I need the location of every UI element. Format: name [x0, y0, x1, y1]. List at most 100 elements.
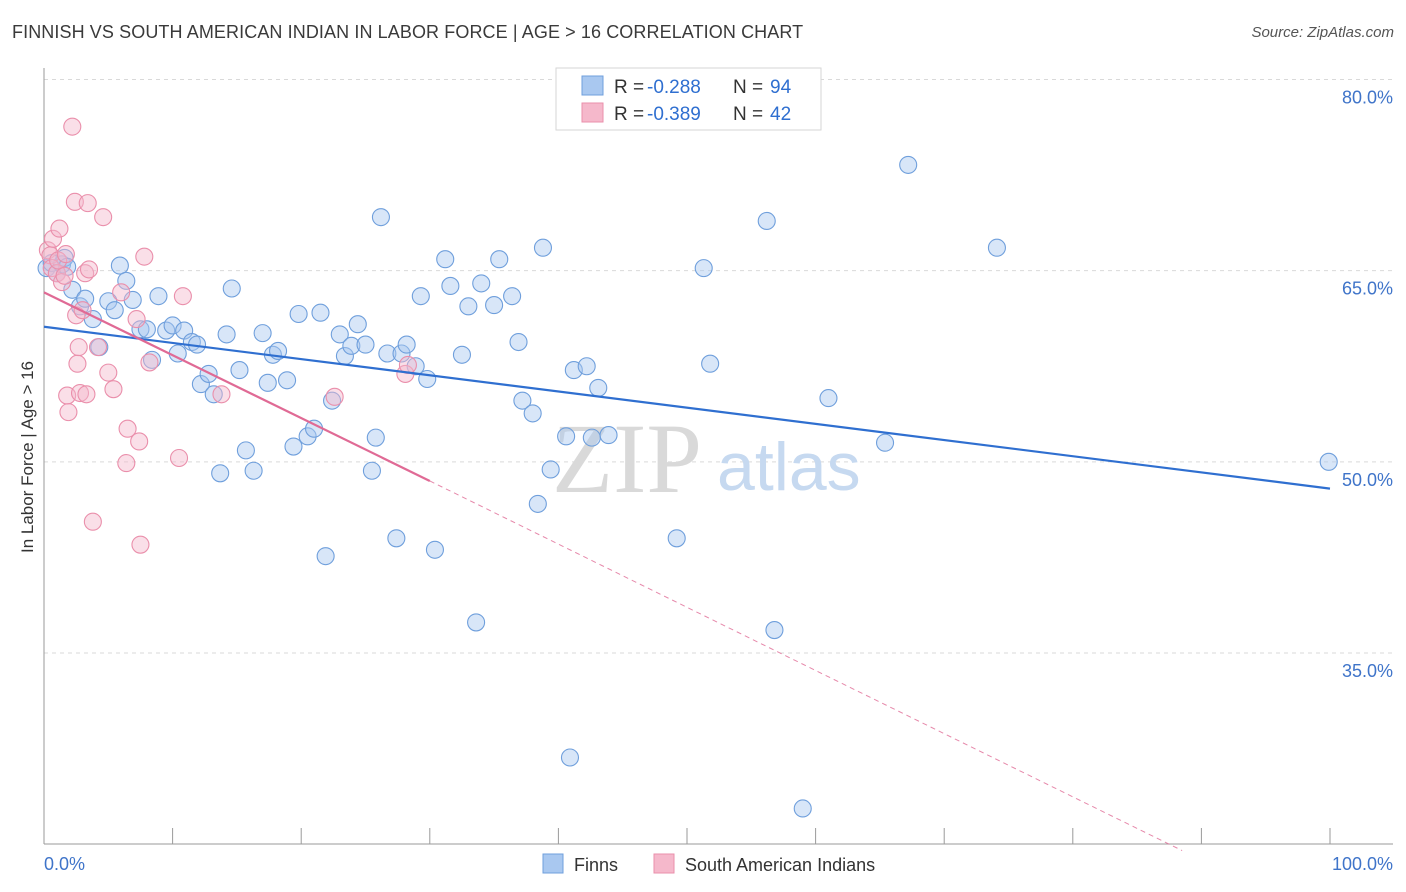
finns-point: [259, 374, 276, 391]
finns-point: [468, 614, 485, 631]
watermark: ZIP atlas: [552, 403, 861, 514]
finns-point: [150, 288, 167, 305]
finns-point: [372, 209, 389, 226]
finns-point: [486, 297, 503, 314]
sa-trendline-extension: [430, 481, 1182, 851]
legend-sa-r-label: R =: [614, 104, 644, 125]
bottom-legend-finns: Finns: [574, 855, 618, 875]
sa-point: [113, 284, 130, 301]
finns-point: [758, 212, 775, 229]
sa-point: [84, 513, 101, 530]
finns-point: [504, 288, 521, 305]
sa-point: [136, 248, 153, 265]
finns-point: [231, 362, 248, 379]
finns-point: [794, 800, 811, 817]
finns-point: [766, 622, 783, 639]
top-legend: R = -0.288 N = 94 R = -0.389 N = 42: [556, 68, 821, 130]
sa-point: [81, 261, 98, 278]
legend-swatch-sa: [582, 103, 603, 122]
finns-point: [542, 461, 559, 478]
finns-point: [1320, 453, 1337, 470]
legend-sa-n-value: 42: [770, 104, 791, 125]
finns-point: [524, 405, 541, 422]
bottom-legend-swatch-sa: [654, 854, 674, 873]
finns-point: [290, 305, 307, 322]
bottom-legend-sa: South American Indians: [685, 855, 875, 875]
legend-sa-n-label: N =: [733, 104, 763, 125]
y-tick-label: 80.0%: [1342, 88, 1393, 108]
sa-trendline: [44, 292, 430, 481]
sa-point: [95, 209, 112, 226]
sa-point: [132, 536, 149, 553]
finns-point: [558, 428, 575, 445]
bottom-legend-swatch-finns: [543, 854, 563, 873]
sa-point: [64, 118, 81, 135]
y-axis-title: In Labor Force | Age > 16: [18, 361, 37, 553]
finns-point: [285, 438, 302, 455]
x-tick-label-min: 0.0%: [44, 854, 85, 874]
finns-point: [306, 420, 323, 437]
scatter-chart: 35.0% 50.0% 65.0% 80.0% ZIP atlas 0.0% 100.0…: [0, 0, 1406, 892]
finns-point: [237, 442, 254, 459]
finns-point: [534, 239, 551, 256]
sa-point: [56, 267, 73, 284]
grid-layer: 35.0% 50.0% 65.0% 80.0%: [44, 80, 1393, 682]
finns-point: [900, 156, 917, 173]
finns-point: [218, 326, 235, 343]
finns-point: [491, 251, 508, 268]
finns-point: [590, 379, 607, 396]
sa-point: [100, 364, 117, 381]
sa-point: [131, 433, 148, 450]
finns-point: [460, 298, 477, 315]
sa-point: [78, 386, 95, 403]
finns-point: [223, 280, 240, 297]
finns-point: [367, 429, 384, 446]
sa-point: [69, 355, 86, 372]
legend-sa-r-value: -0.389: [647, 104, 701, 125]
bottom-legend: Finns South American Indians: [543, 854, 875, 875]
y-tick-label: 50.0%: [1342, 470, 1393, 490]
sa-point: [79, 195, 96, 212]
finns-point: [412, 288, 429, 305]
legend-finns-n-label: N =: [733, 77, 763, 98]
x-tick-label-max: 100.0%: [1332, 854, 1393, 874]
sa-point: [57, 246, 74, 263]
sa-point: [141, 354, 158, 371]
finns-point: [279, 372, 296, 389]
sa-point: [326, 388, 343, 405]
finns-point: [212, 465, 229, 482]
finns-point: [695, 260, 712, 277]
finns-point: [245, 462, 262, 479]
finns-point: [106, 302, 123, 319]
finns-point: [437, 251, 454, 268]
y-tick-label: 65.0%: [1342, 279, 1393, 299]
finns-point: [877, 434, 894, 451]
finns-point: [363, 462, 380, 479]
y-tick-label: 35.0%: [1342, 661, 1393, 681]
finns-point: [988, 239, 1005, 256]
finns-point: [317, 548, 334, 565]
legend-finns-n-value: 94: [770, 77, 792, 98]
sa-point: [118, 455, 135, 472]
finns-point: [312, 304, 329, 321]
legend-finns-r-label: R =: [614, 77, 644, 98]
watermark-atlas: atlas: [717, 429, 861, 505]
sa-point: [171, 450, 188, 467]
sa-point: [90, 339, 107, 356]
sa-point: [174, 288, 191, 305]
finns-point: [473, 275, 490, 292]
finns-point: [442, 277, 459, 294]
finns-point: [357, 336, 374, 353]
finns-point: [668, 530, 685, 547]
finns-point: [510, 334, 527, 351]
finns-point: [349, 316, 366, 333]
finns-point: [600, 427, 617, 444]
finns-point: [111, 257, 128, 274]
finns-point: [254, 325, 271, 342]
finns-point: [529, 495, 546, 512]
sa-point: [213, 386, 230, 403]
finns-point: [419, 370, 436, 387]
finns-point: [398, 336, 415, 353]
sa-point: [128, 311, 145, 328]
finns-point: [578, 358, 595, 375]
